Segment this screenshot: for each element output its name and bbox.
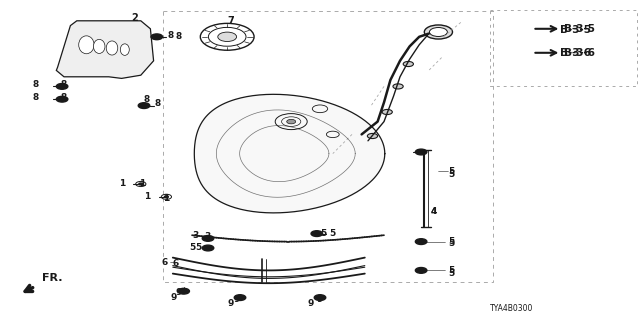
Text: FR.: FR. bbox=[42, 273, 62, 283]
Text: 8: 8 bbox=[176, 32, 182, 41]
Text: B-3-6: B-3-6 bbox=[560, 48, 591, 58]
Text: 5: 5 bbox=[448, 237, 454, 246]
Text: B-3-5: B-3-5 bbox=[560, 25, 591, 36]
Circle shape bbox=[178, 288, 189, 294]
Text: 7: 7 bbox=[227, 16, 234, 26]
Text: 3: 3 bbox=[205, 232, 211, 241]
Text: TYA4B0300: TYA4B0300 bbox=[490, 304, 533, 313]
Text: 5: 5 bbox=[448, 266, 454, 275]
Text: 8: 8 bbox=[155, 100, 161, 108]
Text: 9: 9 bbox=[171, 293, 177, 302]
Text: 5: 5 bbox=[189, 244, 195, 252]
Text: 5: 5 bbox=[195, 244, 202, 252]
Text: 6: 6 bbox=[161, 258, 168, 267]
Polygon shape bbox=[56, 21, 154, 78]
Ellipse shape bbox=[93, 39, 105, 53]
Circle shape bbox=[202, 245, 214, 251]
Text: 5: 5 bbox=[320, 229, 326, 238]
Circle shape bbox=[382, 109, 392, 115]
Text: 8: 8 bbox=[32, 93, 38, 102]
Circle shape bbox=[367, 133, 378, 139]
Text: 5: 5 bbox=[448, 170, 454, 179]
Ellipse shape bbox=[106, 41, 118, 55]
Text: 5: 5 bbox=[448, 167, 454, 176]
Circle shape bbox=[164, 196, 168, 198]
Text: 5: 5 bbox=[448, 269, 454, 278]
Text: 1: 1 bbox=[163, 194, 170, 203]
Text: 8: 8 bbox=[168, 31, 174, 40]
Text: 8: 8 bbox=[61, 93, 67, 102]
Circle shape bbox=[56, 84, 68, 89]
Text: 1: 1 bbox=[144, 192, 150, 201]
Text: 5: 5 bbox=[330, 229, 336, 238]
Text: B-3-6: B-3-6 bbox=[564, 48, 595, 58]
Text: 1: 1 bbox=[140, 180, 146, 188]
Circle shape bbox=[56, 96, 68, 102]
Text: 9: 9 bbox=[176, 288, 182, 297]
Circle shape bbox=[151, 34, 163, 40]
Text: 2: 2 bbox=[131, 12, 138, 23]
Text: 4: 4 bbox=[430, 207, 436, 216]
Circle shape bbox=[415, 149, 427, 155]
Circle shape bbox=[314, 295, 326, 300]
Ellipse shape bbox=[79, 36, 94, 54]
Circle shape bbox=[393, 84, 403, 89]
Circle shape bbox=[424, 25, 452, 39]
Text: 6: 6 bbox=[173, 260, 179, 268]
Circle shape bbox=[287, 119, 296, 124]
Ellipse shape bbox=[120, 44, 129, 55]
Text: 9: 9 bbox=[307, 300, 314, 308]
Text: 9: 9 bbox=[227, 300, 234, 308]
Circle shape bbox=[429, 28, 447, 36]
Text: 4: 4 bbox=[430, 207, 436, 216]
Circle shape bbox=[202, 236, 214, 241]
Text: B-3-5: B-3-5 bbox=[564, 24, 595, 34]
Circle shape bbox=[415, 239, 427, 244]
Text: 9: 9 bbox=[234, 295, 240, 304]
Text: 5: 5 bbox=[448, 239, 454, 248]
Circle shape bbox=[218, 32, 237, 42]
Circle shape bbox=[139, 183, 143, 185]
Text: 9: 9 bbox=[317, 295, 323, 304]
Text: 3: 3 bbox=[192, 231, 198, 240]
Circle shape bbox=[403, 61, 413, 67]
Circle shape bbox=[138, 103, 150, 108]
Text: 1: 1 bbox=[118, 180, 125, 188]
Circle shape bbox=[234, 295, 246, 300]
Circle shape bbox=[415, 268, 427, 273]
Circle shape bbox=[311, 231, 323, 236]
Text: 8: 8 bbox=[144, 95, 150, 104]
Text: 8: 8 bbox=[61, 80, 67, 89]
Polygon shape bbox=[195, 94, 385, 213]
Text: 8: 8 bbox=[32, 80, 38, 89]
